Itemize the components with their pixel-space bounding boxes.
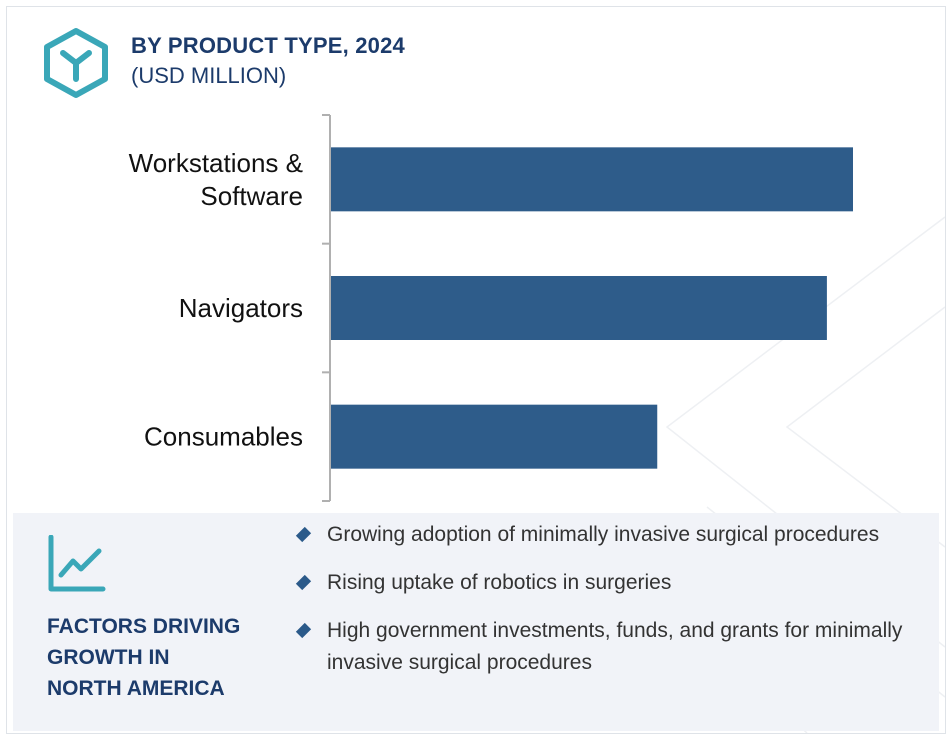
- diamond-bullet-icon: [295, 622, 312, 639]
- category-label: Workstations & Software: [129, 148, 303, 211]
- infographic-card: BY PRODUCT TYPE, 2024 (USD MILLION) Work…: [6, 6, 946, 734]
- chart-subtitle: (USD MILLION): [131, 63, 287, 88]
- chart-title: BY PRODUCT TYPE, 2024: [131, 33, 405, 58]
- factor-item: Growing adoption of minimally invasive s…: [291, 519, 931, 551]
- factors-panel: FACTORS DRIVING GROWTH IN NORTH AMERICA …: [13, 513, 939, 731]
- line-chart-icon: [48, 535, 106, 592]
- bar: [331, 147, 853, 212]
- cube-logo-icon: [44, 28, 108, 98]
- bar-chart: Workstations & Software Navigators Consumab…: [129, 114, 853, 502]
- factor-text: Rising uptake of robotics in surgeries: [327, 571, 672, 594]
- factors-title: FACTORS DRIVING GROWTH IN NORTH AMERICA: [47, 615, 241, 700]
- category-label: Navigators: [179, 293, 303, 323]
- factor-text: High government investments, funds, and …: [327, 619, 903, 674]
- diamond-bullet-icon: [295, 574, 312, 591]
- diamond-bullet-icon: [295, 526, 312, 543]
- factor-text: Growing adoption of minimally invasive s…: [327, 523, 880, 546]
- category-label: Consumables: [144, 422, 303, 452]
- factors-list: Growing adoption of minimally invasive s…: [291, 519, 931, 695]
- bar: [331, 276, 827, 340]
- bar: [331, 404, 658, 469]
- factor-item: Rising uptake of robotics in surgeries: [291, 567, 931, 599]
- factor-item: High government investments, funds, and …: [291, 615, 931, 679]
